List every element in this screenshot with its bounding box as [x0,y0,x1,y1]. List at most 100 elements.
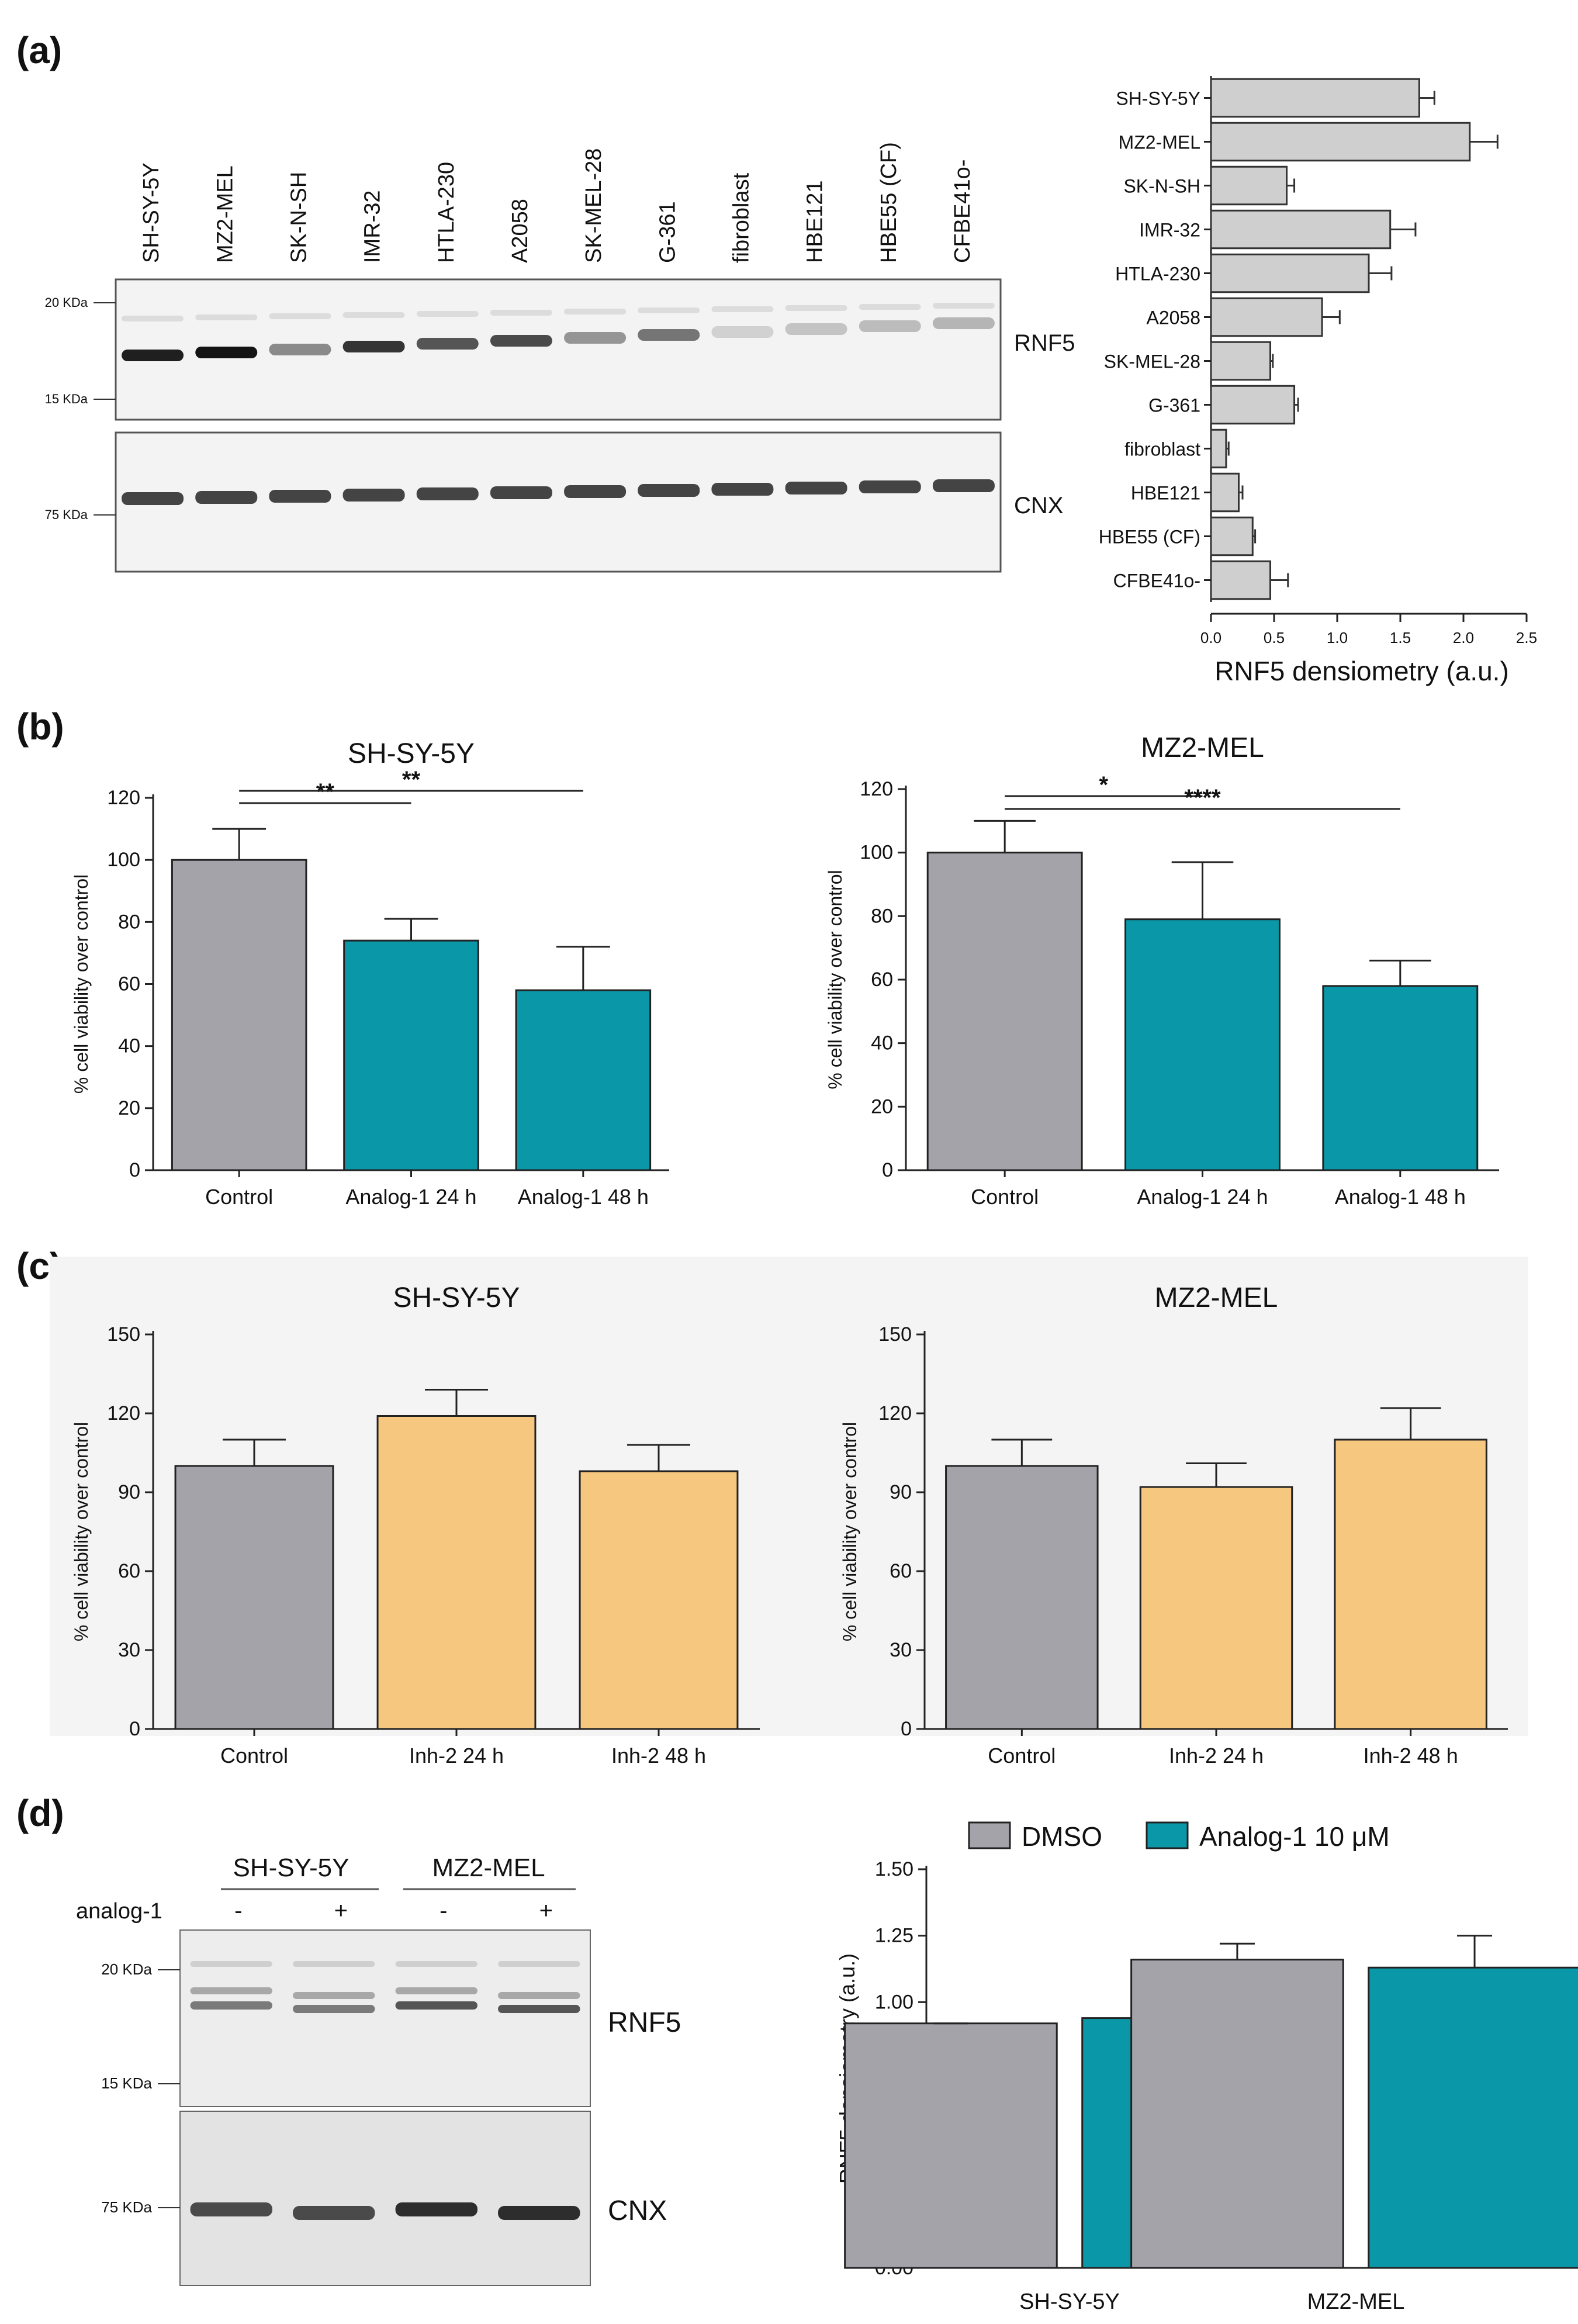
faint-band [932,303,995,309]
y-tick-label: 1.00 [875,1991,913,2013]
y-tick-label: 150 [107,1323,140,1346]
blot-rnf5-frame [115,278,1002,421]
x-tick-label: Control [988,1744,1056,1768]
faint-band [785,305,847,311]
y-tick-label: MZ2-MEL [1119,132,1200,153]
group-label: SH-SY-5Y [233,1853,349,1882]
rnf5-band-upper [190,1987,272,1994]
x-axis-label: RNF5 densiometry (a.u.) [1214,656,1509,686]
bar-Inh-2 24 h [1139,1486,1293,1730]
y-tick-label: 1.25 [875,1925,913,1947]
x-tick-label: MZ2-MEL [1307,2290,1405,2314]
rnf5-band [342,341,405,352]
chart-b-mz2-mel: MZ2-MEL 0 20 40 60 80 100 120 % cell viability o… [825,732,1499,1209]
lane-sign: - [440,1898,447,1924]
bar-MZ2-MEL [1210,122,1471,162]
y-tick-label: 90 [118,1481,140,1503]
x-tick-label: Inh-2 24 h [1169,1744,1264,1768]
blot-cnx-frame [179,2111,591,2286]
x-tick-label: Control [971,1185,1039,1209]
rnf5-band [564,332,627,344]
x-tick-label: Inh-2 48 h [611,1744,706,1768]
bar-HBE55 (CF) [1210,516,1254,556]
cnx-band [395,2202,477,2216]
bar-Control [926,852,1083,1171]
y-tick-label: SK-N-SH [1123,176,1200,197]
faint-band [195,314,258,320]
rnf5-band [395,2001,477,2010]
chart-a-rnf5-densiometry: SH-SY-5Y MZ2-MEL SK-N-SH IMR-32 HTLA-230 A205… [1099,76,1537,686]
panel-label-b: (b) [16,706,64,748]
bar-Analog-1 48 h [515,989,652,1171]
y-tick-label: 60 [118,1560,140,1582]
bar-G-361 [1210,385,1296,425]
lane-label: SH-SY-5Y [139,162,164,263]
bar-Inh-2 48 h [579,1470,739,1730]
blot-rnf5-frame [179,1929,591,2107]
western-blot-a: SH-SY-5Y MZ2-MEL SK-N-SH IMR-32 HTLA-230 A205… [45,142,1075,573]
treatment-row-label: analog-1 [76,1899,162,1924]
legend-label: Analog-1 10 μM [1199,1821,1390,1852]
y-tick-label: fibroblast [1124,439,1200,460]
y-tick-label: 60 [118,973,140,995]
x-tick-label: Analog-1 48 h [1335,1185,1466,1209]
faint-band [269,313,331,319]
y-tick-label: HTLA-230 [1115,264,1200,285]
y-axis-label: % cell viability over control [825,870,846,1089]
cnx-band [638,484,700,497]
cnx-band [785,482,847,494]
rnf5-band [122,350,184,361]
bar-Control [174,1465,334,1730]
significance-stars: * [1099,772,1109,798]
rnf5-band [785,323,847,335]
y-tick-label: G-361 [1148,395,1200,416]
lane-label: A2058 [508,199,532,263]
blot-label-rnf5: RNF5 [1014,330,1075,356]
panel-label-d: (d) [16,1792,64,1834]
cnx-band [859,480,921,493]
y-tick-label: 1.50 [875,1858,913,1880]
rnf5-band [711,326,774,338]
cnx-band [195,491,258,504]
rnf5-band [190,2001,272,2010]
y-tick-label: 120 [107,787,140,809]
lane-label: HBE121 [803,180,828,263]
lane-label: IMR-32 [361,190,385,263]
lane-label: HTLA-230 [434,162,459,263]
cnx-band [416,487,479,500]
y-tick-label: 40 [118,1035,140,1057]
bar-A2058 [1210,297,1323,337]
y-axis-label: % cell viability over control [71,874,92,1094]
lane-sign: + [539,1898,553,1924]
y-tick-label: CFBE41o- [1113,570,1200,592]
blot-label-cnx: CNX [1014,493,1063,518]
y-tick-label: 90 [890,1481,912,1503]
bar-IMR-32 [1210,209,1392,250]
x-tick-label: 0.5 [1264,629,1285,646]
y-tick-label: 80 [871,905,893,927]
faint-band [711,306,774,312]
marker-label: 20 KDa [101,1960,152,1978]
x-tick-label: Control [220,1744,288,1768]
blot-label-rnf5: RNF5 [608,2007,681,2038]
legend-swatch [1146,1821,1189,1849]
y-tick-label: IMR-32 [1139,220,1200,241]
blot-label-cnx: CNX [608,2195,667,2226]
cnx-band [711,483,774,496]
legend-label: DMSO [1022,1821,1102,1852]
y-tick-label: 20 [118,1097,140,1119]
bar-Inh-2 48 h [1334,1438,1487,1730]
y-tick-label: 80 [118,911,140,933]
faint-band [122,316,184,321]
y-tick-label: SH-SY-5Y [1116,88,1200,109]
x-tick-label: Inh-2 48 h [1364,1744,1458,1768]
chart-c-mz2-mel: MZ2-MEL 0 30 60 90 120 150 % cell viability ove… [839,1282,1508,1768]
rnf5-band [269,344,331,355]
x-tick-label: Analog-1 24 h [345,1185,476,1209]
chart-c-sh-sy-5y: SH-SY-5Y 0 30 60 90 120 150 % cell viability ov… [71,1282,760,1768]
x-tick-label: 0.0 [1200,629,1221,646]
rnf5-band [490,335,552,347]
x-tick-label: 1.5 [1390,629,1411,646]
marker-label: 20 KDa [45,295,88,310]
faint-band [342,312,405,318]
